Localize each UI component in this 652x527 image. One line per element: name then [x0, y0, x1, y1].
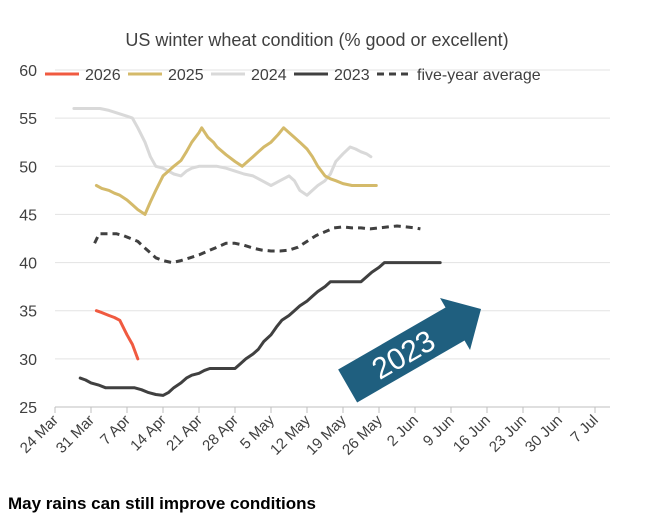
legend-label: five-year average [417, 67, 541, 84]
legend-label: 2023 [334, 67, 370, 84]
x-tick-label: 16 Jun [450, 412, 494, 456]
chart-title: US winter wheat condition (% good or exc… [125, 30, 508, 50]
series-line-2024 [72, 107, 373, 197]
series-layer [72, 107, 442, 397]
y-axis: 25 30 35 40 45 50 55 60 [19, 63, 37, 417]
x-tick-label: 23 Jun [486, 412, 530, 456]
x-tick-label: 28 Apr [199, 412, 242, 455]
y-tick-label: 60 [19, 63, 37, 80]
x-tick-label: 31 Mar [53, 412, 98, 457]
legend-label: 2026 [85, 67, 121, 84]
y-tick-label: 25 [19, 400, 37, 417]
series-line-2026 [94, 309, 140, 361]
line-chart: US winter wheat condition (% good or exc… [17, 30, 610, 459]
y-tick-label: 55 [19, 111, 37, 128]
x-tick-label: 14 Apr [127, 412, 170, 455]
x-tick-label: 7 Jul [567, 412, 601, 446]
legend: 2026 2025 2024 2023 five-year average [45, 67, 541, 84]
grid-lines [55, 69, 610, 360]
y-tick-label: 30 [19, 352, 37, 369]
series-line-2025 [94, 126, 378, 216]
arrow-shape [338, 298, 482, 403]
x-tick-label: 26 May [339, 411, 386, 458]
x-tick-label: 21 Apr [163, 412, 206, 455]
series-line-2023 [78, 261, 442, 397]
caption: May rains can still improve conditions [8, 494, 316, 513]
x-tick-label: 24 Mar [17, 412, 62, 457]
x-tick-label: 2 Jun [384, 412, 422, 450]
annotation-arrow: 2023 [338, 298, 482, 403]
y-tick-label: 45 [19, 207, 37, 224]
y-tick-label: 35 [19, 304, 37, 321]
annotation-layer: 2023 [338, 298, 482, 403]
series-line-five-year-average [93, 224, 421, 265]
legend-label: 2025 [168, 67, 204, 84]
y-tick-label: 50 [19, 159, 37, 176]
legend-label: 2024 [251, 67, 287, 84]
y-tick-label: 40 [19, 256, 37, 273]
x-tick-label: 30 Jun [522, 412, 566, 456]
